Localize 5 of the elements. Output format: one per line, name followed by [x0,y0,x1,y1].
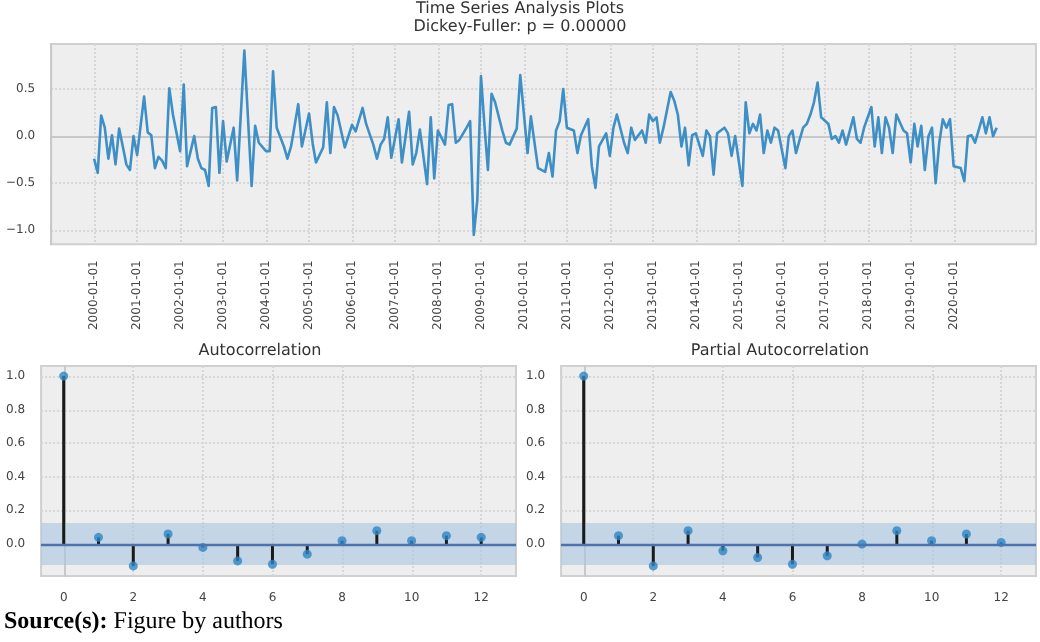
chart-title: Time Series Analysis Plots [413,0,625,17]
chart-title: Partial Autocorrelation [690,341,870,359]
chart-title: Autocorrelation [198,341,322,359]
source-note: Source(s): Figure by authors [4,606,283,636]
chart-subtitle: Dickey-Fuller: p = 0.00000 [413,17,627,35]
